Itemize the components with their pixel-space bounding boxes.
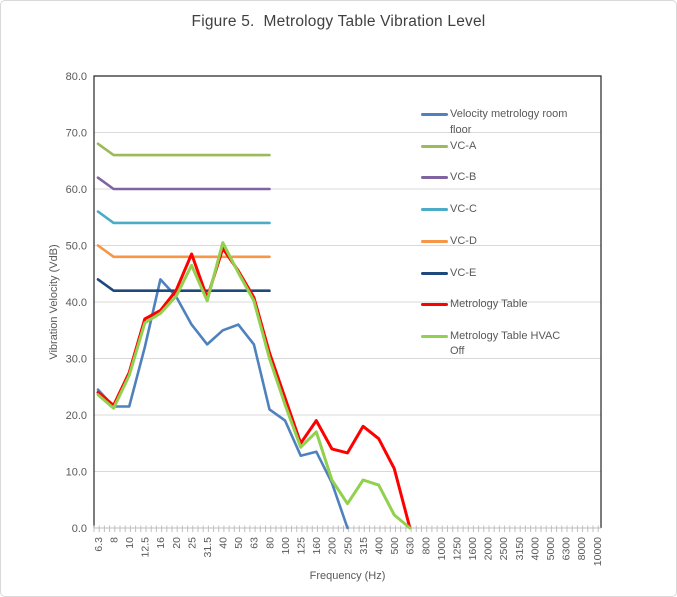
legend-swatch-vc-a xyxy=(421,144,448,148)
x-tick-label: 10000 xyxy=(592,537,604,566)
y-tick-label: 40.0 xyxy=(66,297,87,309)
figure-title: Figure 5. Metrology Table Vibration Leve… xyxy=(191,13,486,30)
plot-border xyxy=(93,75,602,528)
series-line-metrology-table xyxy=(96,246,412,530)
series-line-vc-d xyxy=(96,244,271,259)
series-line-vc-c xyxy=(96,210,271,225)
legend-label: Metrology Table HVAC Off xyxy=(450,329,561,358)
x-axis-title: Frequency (Hz) xyxy=(310,570,386,582)
legend-swatch-velocity-metrology-room-floor xyxy=(421,113,448,117)
series-line-vc-a xyxy=(96,142,271,157)
x-tick-label: 1000 xyxy=(436,537,448,561)
y-tick-label: 10.0 xyxy=(66,467,87,479)
legend-swatch-vc-b xyxy=(421,175,448,179)
x-tick-label: 6.3 xyxy=(93,537,105,552)
x-tick-label: 8 xyxy=(108,537,120,543)
series-line-vc-e xyxy=(96,278,271,293)
legend-swatch-vc-e xyxy=(421,272,448,276)
x-tick-label: 10 xyxy=(124,537,136,549)
y-tick-label: 30.0 xyxy=(66,354,87,366)
x-tick-label: 800 xyxy=(420,537,432,555)
y-tick-label: 50.0 xyxy=(66,241,87,253)
y-tick-label: 70.0 xyxy=(66,128,87,140)
series-line-metrology-table-hvac-off xyxy=(96,241,412,530)
legend-item-vc-e: VC-E xyxy=(421,266,476,282)
legend-item-vc-c: VC-C xyxy=(421,202,477,218)
x-tick-label: 630 xyxy=(405,537,417,555)
x-tick-label: 400 xyxy=(373,537,385,555)
legend-item-vc-a: VC-A xyxy=(421,139,476,155)
series-line-vc-b xyxy=(96,176,271,191)
y-axis-title: Vibration Velocity (VdB) xyxy=(48,244,60,359)
legend-label: Metrology Table xyxy=(450,298,528,310)
legend-label: VC-E xyxy=(450,267,477,279)
x-tick-label: 160 xyxy=(311,537,323,555)
x-tick-label: 1600 xyxy=(467,537,479,561)
x-tick-label: 40 xyxy=(218,537,230,549)
x-tick-label: 80 xyxy=(264,537,276,549)
legend-label: VC-D xyxy=(450,234,477,247)
x-tick-label: 2000 xyxy=(483,537,495,561)
legend-label: VC-A xyxy=(450,139,477,152)
x-tick-label: 6300 xyxy=(561,537,573,561)
legend-item-vc-b: VC-B xyxy=(421,170,476,186)
legend-item-metrology-table: Metrology Table xyxy=(421,297,527,313)
x-tick-label: 25 xyxy=(186,537,198,549)
x-tick-label: 1250 xyxy=(451,537,463,561)
series-line-velocity-metrology-room-floor xyxy=(96,278,349,530)
x-tick-label: 200 xyxy=(327,537,339,555)
x-tick-label: 250 xyxy=(342,537,354,555)
x-tick-label: 20 xyxy=(171,537,183,549)
x-tick-label: 31.5 xyxy=(202,537,214,558)
x-tick-label: 4000 xyxy=(529,537,541,561)
x-tick-label: 500 xyxy=(389,537,401,555)
x-tick-label: 100 xyxy=(280,537,292,555)
x-tick-label: 12.5 xyxy=(140,537,152,558)
legend-label: Velocity metrology room floor xyxy=(450,108,568,136)
legend-item-metrology-table-hvac-off: Metrology Table HVAC Off xyxy=(421,329,568,360)
legend-swatch-metrology-table xyxy=(421,303,448,307)
x-tick-label: 2500 xyxy=(498,537,510,561)
x-tick-label: 8000 xyxy=(576,537,588,561)
legend-item-velocity-metrology-room-floor: Velocity metrology room floor xyxy=(421,107,568,138)
legend-swatch-metrology-table-hvac-off xyxy=(421,334,448,338)
legend-label: VC-C xyxy=(450,202,477,215)
legend-item-vc-d: VC-D xyxy=(421,234,477,250)
x-tick-label: 5000 xyxy=(545,537,557,561)
x-tick-label: 3150 xyxy=(514,537,526,561)
y-tick-label: 60.0 xyxy=(66,184,87,196)
x-tick-label: 125 xyxy=(296,537,308,555)
y-tick-label: 20.0 xyxy=(66,410,87,422)
x-tick-label: 315 xyxy=(358,537,370,555)
y-tick-label: 0.0 xyxy=(72,523,87,535)
y-tick-label: 80.0 xyxy=(66,71,87,83)
x-tick-label: 16 xyxy=(155,537,167,549)
x-tick-label: 63 xyxy=(249,537,261,549)
x-tick-label: 50 xyxy=(233,537,245,549)
legend-swatch-vc-c xyxy=(421,207,448,211)
legend-label: VC-B xyxy=(450,170,477,183)
legend-swatch-vc-d xyxy=(421,239,448,243)
